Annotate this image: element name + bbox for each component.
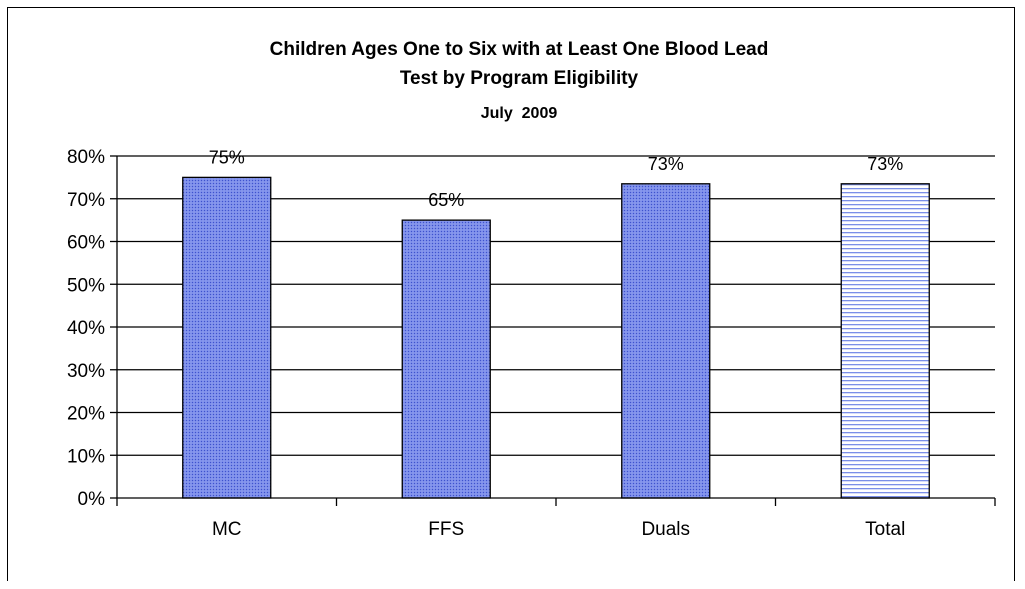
bar-duals — [621, 183, 711, 499]
y-tick-label: 40% — [67, 318, 105, 339]
bar-mc — [182, 176, 272, 499]
x-tick-label: FFS — [428, 519, 464, 540]
x-tick-label: MC — [212, 519, 242, 540]
data-label-mc: 75% — [209, 147, 245, 167]
y-tick-label: 50% — [67, 275, 105, 296]
y-axis-ticks: 0% 10% 20% 30% 40% 50% 60% 70% 80% — [67, 147, 117, 510]
y-tick-label: 0% — [78, 489, 106, 510]
chart-title: Children Ages One to Six with at Least O… — [270, 39, 769, 60]
bars — [182, 176, 930, 499]
chart-title-line2: Test by Program Eligibility — [400, 68, 639, 89]
y-tick-label: 60% — [67, 233, 105, 254]
bar-ffs — [401, 219, 491, 499]
data-label-duals: 73% — [648, 154, 684, 174]
y-tick-label: 20% — [67, 404, 105, 425]
bar-total — [840, 183, 930, 499]
y-tick-label: 10% — [67, 446, 105, 467]
y-tick-label: 70% — [67, 190, 105, 211]
y-tick-label: 80% — [67, 147, 105, 168]
x-tick-label: Total — [865, 519, 905, 540]
data-labels: 75% 65% 73% 73% — [209, 147, 904, 210]
x-axis-ticks: MC FFS Duals Total — [116, 498, 996, 540]
x-tick-label: Duals — [641, 519, 690, 540]
data-label-ffs: 65% — [428, 190, 464, 210]
y-tick-label: 30% — [67, 361, 105, 382]
chart-subtitle: July 2009 — [481, 105, 558, 122]
data-label-total: 73% — [867, 154, 903, 174]
